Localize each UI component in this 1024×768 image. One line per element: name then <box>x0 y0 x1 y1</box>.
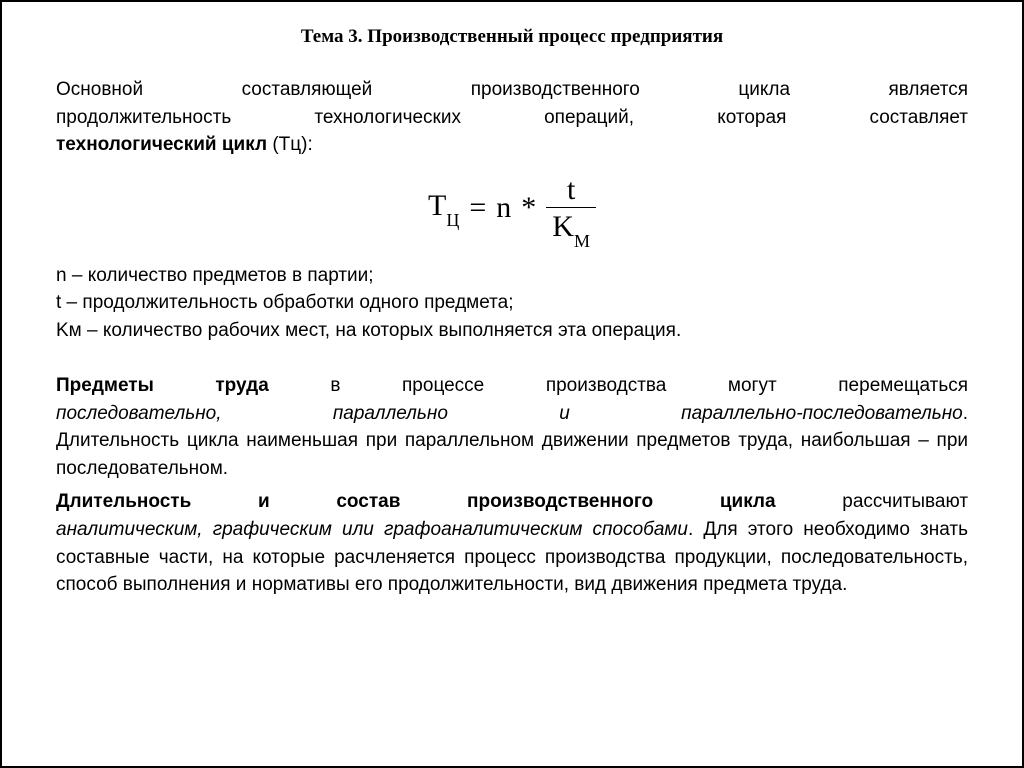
paragraph-predmety: Предметы труда в процессе производства м… <box>56 372 968 482</box>
p1-w6: продолжительность <box>56 107 231 128</box>
p3-w6: рассчитывают <box>842 491 968 512</box>
p2-w7: перемещаться <box>838 375 968 396</box>
sym-n: n <box>496 191 511 225</box>
var-definitions: n – количество предметов в партии; t – п… <box>56 262 968 345</box>
p1-w10: составляет <box>870 107 969 128</box>
sym-star: * <box>521 191 536 225</box>
sym-T-sub: Ц <box>446 210 459 230</box>
p2-w3: в <box>330 375 340 396</box>
p2-i3: и <box>559 403 570 424</box>
p3-w3: состав <box>336 491 400 512</box>
p1-w4: цикла <box>738 79 790 100</box>
p2-w6: могут <box>728 375 777 396</box>
p1-w7: технологических <box>314 107 461 128</box>
sym-K: K <box>552 210 574 243</box>
p1-w1: Основной <box>56 79 143 100</box>
sym-K-sub: М <box>574 231 590 251</box>
p1-line2: продолжительность технологических операц… <box>56 104 968 132</box>
p2-i1: последовательно, <box>56 403 222 424</box>
p2-l2-end: . <box>963 403 968 424</box>
sym-eq: = <box>469 191 486 225</box>
document-page: Тема 3. Производственный процесс предпри… <box>0 0 1024 768</box>
frac-den: KМ <box>546 207 596 246</box>
p2-line1: Предметы труда в процессе производства м… <box>56 372 968 400</box>
p3-w1: Длительность <box>56 491 191 512</box>
p3-w2: и <box>258 491 270 512</box>
p2-i4: параллельно-последовательно <box>681 403 963 424</box>
formula-fraction: t KМ <box>546 175 596 246</box>
def-t: t – продолжительность обработки одного п… <box>56 289 968 317</box>
p1-l3-tail: (Тц): <box>267 134 313 155</box>
frac-num: t <box>559 175 583 207</box>
intro-paragraph: Основной составляющей производственного … <box>56 76 968 159</box>
p1-line3: технологический цикл (Тц): <box>56 131 968 159</box>
p3-w4: производственного <box>467 491 653 512</box>
p2-rest: Длительность цикла наименьшая при паралл… <box>56 427 968 482</box>
sym-T: Т <box>428 189 446 222</box>
formula-tc: ТЦ = n * t KМ <box>56 173 968 244</box>
p2-w5: производства <box>546 375 667 396</box>
p1-w9: которая <box>717 107 786 128</box>
p1-w2: составляющей <box>242 79 373 100</box>
def-km: Kм – количество рабочих мест, на которых… <box>56 317 968 345</box>
paragraph-dlitelnost: Длительность и состав производственного … <box>56 488 968 598</box>
p2-line2: последовательно, параллельно и параллель… <box>56 400 968 428</box>
p3-i1: аналитическим, графическим или графоанал… <box>56 519 688 540</box>
p2-i2: параллельно <box>333 403 448 424</box>
p2-w1: Предметы <box>56 375 154 396</box>
p3-line2plus: аналитическим, графическим или графоанал… <box>56 516 968 599</box>
def-n: n – количество предметов в партии; <box>56 262 968 290</box>
p2-w2: труда <box>215 375 268 396</box>
p3-l2-end: . Для этого <box>688 519 793 540</box>
p1-w5: является <box>888 79 968 100</box>
page-title: Тема 3. Производственный процесс предпри… <box>56 26 968 48</box>
p3-w5: цикла <box>720 491 776 512</box>
p3-line1: Длительность и состав производственного … <box>56 488 968 516</box>
formula-inner: ТЦ = n * t KМ <box>428 173 596 244</box>
p2-i4-wrap: параллельно-последовательно. <box>681 403 968 424</box>
p1-line1: Основной составляющей производственного … <box>56 76 968 104</box>
formula-T: ТЦ <box>428 189 459 227</box>
p1-w8: операций, <box>544 107 634 128</box>
term-tech-cycle: технологический цикл <box>56 134 267 155</box>
p2-w4: процессе <box>402 375 484 396</box>
p1-w3: производственного <box>471 79 640 100</box>
